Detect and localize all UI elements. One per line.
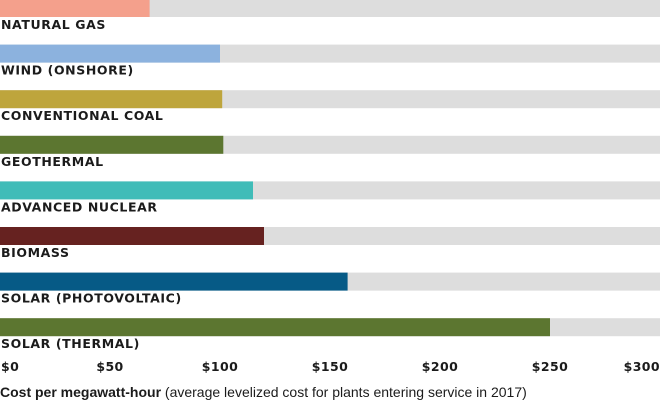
- x-tick-label-50: $50: [96, 359, 123, 374]
- bar-label-natural-gas: NATURAL GAS: [1, 17, 106, 32]
- bar-conventional-coal: [0, 90, 223, 109]
- x-tick-label-200: $200: [422, 359, 458, 374]
- x-axis-caption: Cost per megawatt-hour (average levelize…: [0, 384, 527, 400]
- bar-geothermal: [0, 135, 224, 154]
- x-tick-label-300: $300: [624, 359, 660, 374]
- bar-track-natural-gas: [0, 0, 660, 17]
- x-tick-label-100: $100: [202, 359, 238, 374]
- bar-label-advanced-nuclear: ADVANCED NUCLEAR: [1, 199, 158, 214]
- bar-label-biomass: BIOMASS: [1, 245, 70, 260]
- bar-wind-onshore: [0, 44, 220, 63]
- bar-biomass: [0, 227, 264, 245]
- bar-label-geothermal: GEOTHERMAL: [1, 154, 104, 169]
- x-tick-label-150: $150: [312, 359, 348, 374]
- bar-solar-thermal: [0, 318, 550, 337]
- bar-advanced-nuclear: [0, 181, 253, 200]
- x-tick-label-0: $0: [1, 359, 19, 374]
- bar-label-wind-onshore: WIND (ONSHORE): [1, 63, 134, 78]
- bar-label-conventional-coal: CONVENTIONAL COAL: [1, 108, 164, 123]
- bar-label-solar-photovoltaic: SOLAR (PHOTOVOLTAIC): [1, 291, 182, 306]
- x-axis-caption-bold: Cost per megawatt-hour: [0, 384, 162, 400]
- bar-solar-photovoltaic: [0, 272, 348, 291]
- x-tick-label-250: $250: [532, 359, 568, 374]
- bar-natural-gas: [0, 0, 150, 17]
- x-axis-caption-rest: (average levelized cost for plants enter…: [161, 384, 527, 400]
- bar-label-solar-thermal: SOLAR (THERMAL): [1, 336, 140, 351]
